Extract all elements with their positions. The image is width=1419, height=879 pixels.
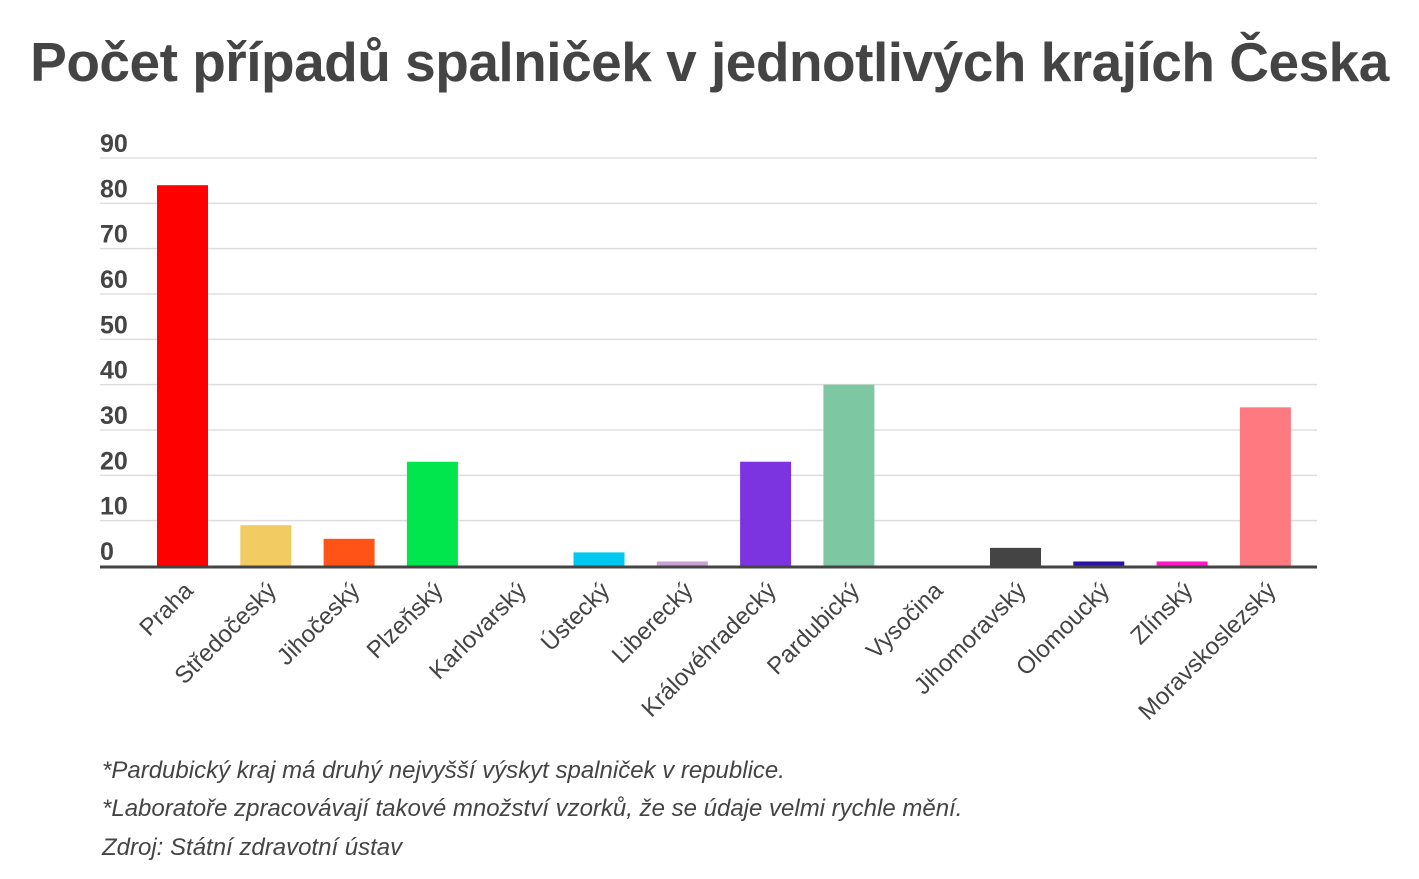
- note-pardubicky: *Pardubický kraj má druhý nejvyšší výsky…: [102, 757, 785, 784]
- y-tick-label: 90: [100, 130, 128, 158]
- bar-olomoucký: [1073, 561, 1125, 566]
- y-tick-label: 30: [100, 402, 128, 430]
- y-tick-label: 70: [100, 221, 128, 249]
- bar-ústecký: [573, 552, 625, 566]
- x-tick-label: Moravskoslezský: [1133, 577, 1281, 725]
- bar-moravskoslezský: [1239, 407, 1291, 566]
- bar-jihomoravský: [990, 547, 1041, 566]
- bar-středočeský: [240, 525, 292, 566]
- y-tick-label: 50: [100, 311, 128, 339]
- bar-pardubický: [823, 384, 875, 566]
- y-tick-label: 80: [100, 175, 128, 203]
- bar-zlínský: [1156, 561, 1208, 566]
- bar-jihočeský: [323, 538, 375, 566]
- x-tick-label: Zlínský: [1125, 577, 1198, 650]
- y-tick-label: 0: [100, 538, 114, 566]
- y-tick-label: 10: [100, 493, 128, 521]
- y-axis-ticks: 0 10 20 30 40 50 60 70 80 90: [100, 130, 128, 566]
- bar-praha: [157, 185, 208, 566]
- note-laboratory: *Laboratoře zpracovávají takové množství…: [102, 795, 963, 822]
- x-tick-label: Praha: [134, 577, 199, 642]
- x-tick-label: Vysočina: [861, 577, 949, 665]
- bar-plzeňský: [406, 461, 458, 566]
- gridlines: [100, 157, 1317, 522]
- y-tick-label: 20: [100, 447, 128, 475]
- y-tick-label: 60: [100, 266, 128, 294]
- x-axis-labels: PrahaStředočeskýJihočeskýPlzeňskýKarlova…: [134, 577, 1281, 726]
- bars: [157, 185, 1291, 566]
- x-tick-label: Plzeňský: [362, 577, 449, 664]
- x-tick-label: Jihočeský: [272, 577, 366, 671]
- bar-královéhradecký: [740, 461, 792, 566]
- chart-title: Počet případů spalniček v jednotlivých k…: [30, 31, 1389, 93]
- x-tick-label: Ústecký: [536, 577, 615, 656]
- bar-liberecký: [656, 561, 708, 566]
- source-note: Zdroj: Státní zdravotní ústav: [102, 834, 403, 861]
- y-tick-label: 40: [100, 357, 128, 385]
